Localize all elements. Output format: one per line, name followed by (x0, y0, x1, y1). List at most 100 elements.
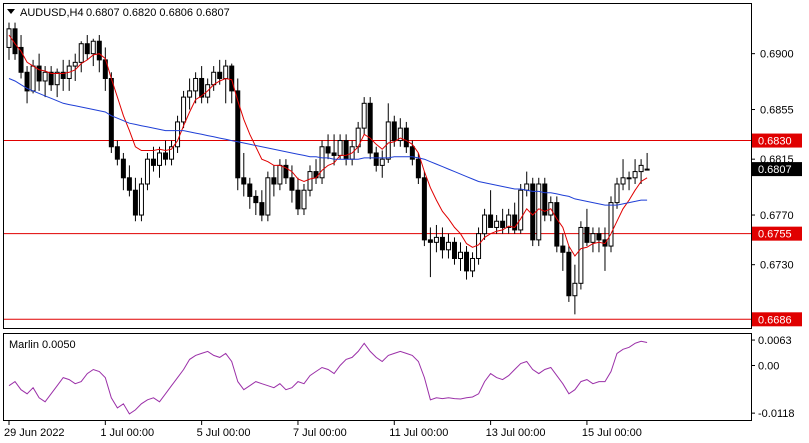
candle (536, 177, 542, 247)
indicator-tick-label: 0.00 (758, 360, 779, 372)
y-tick-label: 0.6730 (760, 260, 794, 272)
x-tick-label: 5 Jul 00:00 (197, 427, 251, 439)
bull-candle-body (30, 65, 36, 92)
bear-candle-body (464, 251, 470, 272)
candlesticks (6, 22, 650, 315)
bull-candle-body (590, 233, 596, 243)
dropdown-triangle-icon[interactable] (7, 9, 15, 14)
candle (181, 90, 187, 129)
bull-candle-body (361, 102, 367, 129)
candle (572, 264, 578, 315)
x-tick-label: 7 Jul 00:00 (293, 427, 347, 439)
indicator-tick-label: -0.0118 (758, 408, 795, 420)
bull-candle-body (138, 183, 144, 216)
candle (488, 190, 494, 228)
candle (620, 159, 626, 191)
indicator-tick-label: 0.0063 (758, 335, 792, 347)
bull-candle-body (397, 127, 403, 142)
candle (36, 53, 42, 91)
bear-candle-body (421, 177, 427, 241)
bear-candle-body (247, 183, 253, 197)
price-panel-frame (3, 3, 752, 329)
bull-candle-body (433, 236, 439, 243)
time-axis: 29 Jun 2022 1 Jul 00:00 5 Jul 00:00 7 Jul 0… (4, 421, 642, 439)
candle (385, 103, 391, 163)
candle (90, 38, 96, 67)
candle (283, 159, 289, 184)
y-tick-label: 0.6770 (760, 210, 794, 222)
bull-candle-body (169, 146, 175, 160)
bull-candle-body (301, 189, 307, 210)
bear-candle-body (120, 158, 126, 179)
candle (560, 233, 566, 271)
candle (18, 35, 24, 79)
candle (584, 208, 590, 247)
candle (482, 208, 488, 240)
bear-candle-body (560, 245, 566, 253)
candle (114, 140, 120, 166)
candle (60, 59, 66, 91)
bull-candle-body (72, 61, 78, 67)
bull-candle-body (42, 71, 48, 82)
level-price-box (752, 312, 802, 327)
candle (494, 215, 500, 234)
candle (24, 66, 30, 104)
bear-candle-body (96, 40, 102, 61)
x-tick-label: 29 Jun 2022 (4, 427, 65, 439)
level-price-label: 0.6755 (758, 229, 792, 241)
x-tick-label: 1 Jul 00:00 (100, 427, 154, 439)
bull-candle-body (458, 251, 463, 259)
candle (72, 53, 78, 81)
candle (247, 177, 253, 209)
candle (566, 246, 572, 302)
bear-candle-body (596, 233, 602, 241)
bull-candle-body (144, 158, 150, 185)
bull-candle-body (307, 171, 313, 191)
bull-candle-body (572, 282, 578, 297)
candle (433, 224, 439, 253)
bear-candle-body (313, 171, 319, 179)
bull-candle-body (494, 220, 500, 228)
candle (120, 152, 126, 191)
bear-candle-body (451, 241, 457, 259)
bull-candle-body (385, 121, 391, 160)
bear-candle-body (566, 251, 572, 297)
bear-candle-body (542, 183, 548, 216)
y-tick-label: 0.6900 (760, 49, 794, 61)
candle (518, 184, 524, 234)
bear-candle-body (241, 177, 247, 185)
candle (169, 140, 175, 166)
indicator-lines (8, 340, 648, 415)
candle (458, 242, 463, 271)
bear-candle-body (126, 177, 132, 191)
candle (578, 221, 584, 290)
candle (259, 190, 265, 222)
candle (235, 78, 241, 191)
bear-candle-body (343, 140, 349, 160)
bear-candle-body (500, 220, 506, 228)
candle (451, 237, 457, 265)
candle (614, 177, 620, 209)
bull-candle-body (181, 96, 187, 123)
candle (163, 140, 169, 166)
bear-candle-body (373, 152, 379, 166)
bull-candle-body (265, 177, 271, 216)
candle (325, 134, 331, 160)
candle (193, 72, 199, 104)
candle (596, 227, 602, 253)
candle (367, 97, 373, 160)
bull-candle-body (476, 233, 482, 259)
bear-candle-body (271, 177, 277, 185)
bear-candle-body (235, 90, 241, 179)
candle (439, 227, 445, 259)
bear-candle-body (554, 202, 560, 247)
bull-candle-body (482, 214, 488, 235)
bull-candle-body (193, 77, 199, 92)
fast-ma-line (8, 34, 648, 257)
candle (608, 196, 614, 253)
bear-candle-body (283, 164, 289, 179)
bear-candle-body (84, 43, 90, 55)
candle (301, 184, 307, 216)
candle (506, 208, 512, 234)
candle (373, 146, 379, 172)
